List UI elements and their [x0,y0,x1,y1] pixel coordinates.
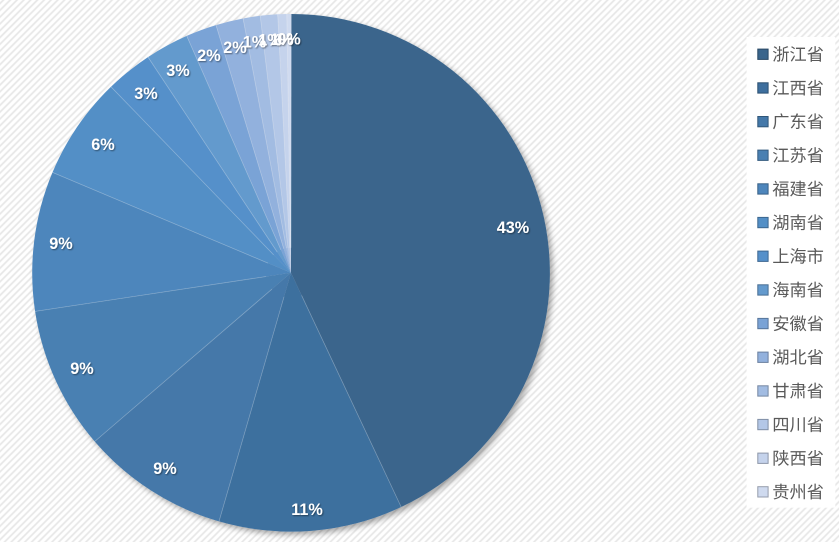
svg-text:1%: 1% [243,33,266,51]
svg-text:6%: 6% [91,136,114,154]
svg-text:43%: 43% [497,219,529,237]
svg-text:3%: 3% [166,62,189,80]
svg-text:11%: 11% [291,501,323,519]
svg-text:0%: 0% [277,31,300,49]
svg-text:2%: 2% [223,39,246,57]
svg-text:2%: 2% [197,47,220,65]
svg-text:9%: 9% [153,460,176,478]
svg-text:9%: 9% [49,235,72,253]
svg-text:9%: 9% [70,360,93,378]
svg-text:1%: 1% [270,31,293,49]
svg-text:1%: 1% [258,32,281,50]
svg-text:3%: 3% [134,85,157,103]
